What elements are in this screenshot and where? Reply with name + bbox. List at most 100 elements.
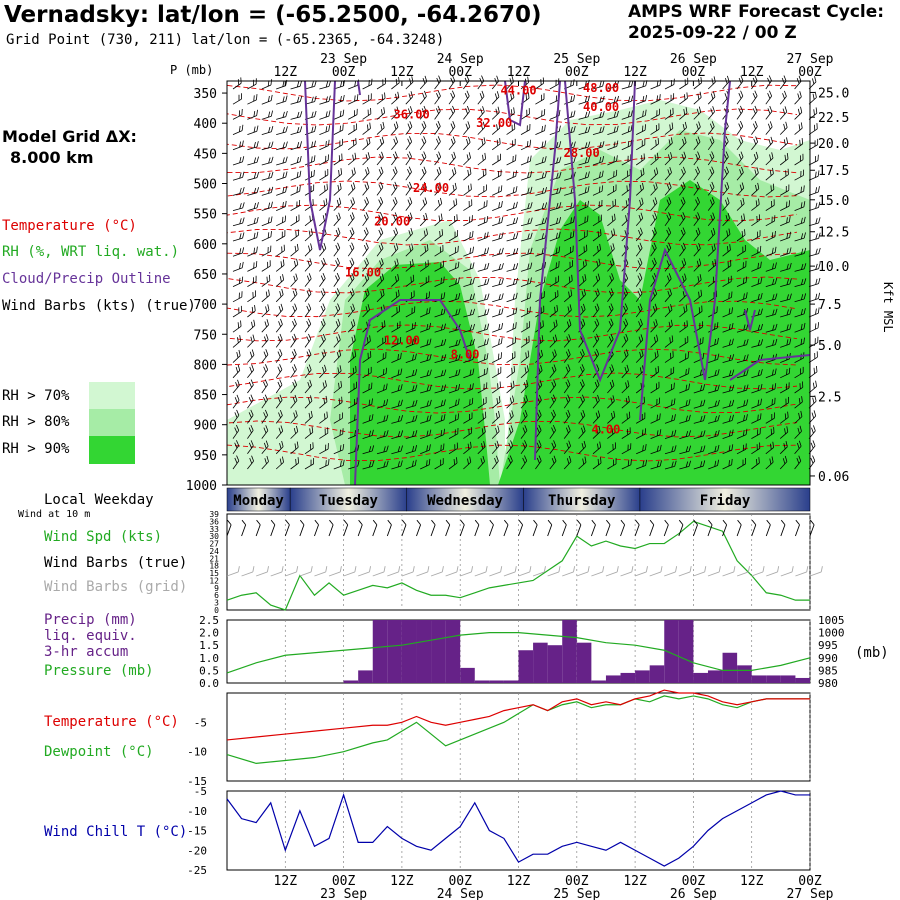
wind-barb-flag [265,291,268,298]
wind-barb-shaft [247,83,257,90]
wind-barb-flag [349,290,353,297]
wind-barb-shaft [448,126,456,135]
wind-barb-flag [277,397,281,403]
wind-barb-flag [398,76,400,83]
wind-barb [549,231,561,242]
wind-barb-grid [314,566,328,577]
wind-barb-shaft [247,130,257,135]
wind-barb-shaft [333,308,341,318]
temperature-contour [226,108,798,126]
forecast-cycle: AMPS WRF Forecast Cycle: 2025-09-22 / 00… [628,2,884,44]
wind-barb-shaft [491,96,500,105]
wind-barb-shaft [333,247,341,257]
wind-barb [261,304,270,318]
wind-barb-flag [486,353,489,359]
wind-barb-flag [482,170,484,177]
wind-barb-flag [328,139,330,146]
wind-barb-shaft [333,293,340,303]
wind-barb [319,458,330,470]
wind-barb-flag [659,94,661,101]
wind-barb [247,290,257,303]
wind-barb-grid [620,566,634,577]
wind-barb-shaft [420,343,430,348]
wind-barb-shaft [477,373,488,379]
wind-barb-flag [280,425,284,432]
barb-shaft [241,571,254,577]
wind-barb-flag [515,232,519,239]
wind-barb [261,409,269,424]
wind-barb-shaft [535,82,544,90]
wind-barb-grid [387,566,401,577]
wind-barb-shaft [391,232,398,242]
wind-barb [319,349,327,363]
wind-barb [391,337,402,348]
wind-barb-flag [515,322,517,329]
wind-barb [463,183,472,196]
barb-shaft [678,571,691,577]
wind-barb-flag [339,182,342,189]
wind-barb-flag [368,430,371,437]
wind-barb-flag [408,166,412,173]
wind-barb-flag [307,318,312,325]
wind-barb-flag [342,124,344,131]
wind-barb [492,216,504,227]
wind-barb-flag [484,339,487,346]
kft-tick-label: 0.06 [818,470,849,485]
wind-barb-flag [250,409,254,416]
wind-barb-shaft [477,358,488,363]
wind-barb-shaft [506,253,517,257]
wind-barb-shaft [434,434,444,439]
wind-barb-shaft [765,126,773,135]
wind-barb-shaft [232,445,240,455]
wind-barb-flag [527,156,529,163]
wind-barb [362,398,373,409]
wind-barb [304,258,312,272]
wind-barb [348,397,358,409]
wind-barb-flag [248,427,252,434]
wind-barb-shaft [391,326,401,333]
wind-barb-shaft [261,115,272,120]
wind-barb [376,107,386,120]
wind-barb-shaft [261,430,269,439]
wind-barb-shaft [232,311,242,318]
wind-barb-shaft [448,298,459,303]
barb-flag [649,519,655,526]
wind-barb-flag [366,273,370,279]
wind-barb-flag [379,138,383,145]
barb-flag [722,519,728,526]
wind-barb [506,425,514,439]
wind-barb-shaft [304,369,312,379]
kft-tick-label: 17.5 [818,164,849,179]
wind-barb-flag [350,184,354,191]
wind-barb-grid [474,566,488,577]
wind-barb-shaft [319,354,327,363]
wind-barb-flag [327,169,329,175]
wind-barb [520,155,532,166]
wind-barb-flag [414,322,416,328]
wind-barb-flag [313,458,315,464]
wind-barb-flag [299,170,302,177]
wind-barb-flag [526,109,528,116]
wind-barb [463,397,474,409]
wind-barb [391,227,398,242]
wind-barb [736,120,744,135]
wind-barb-flag [310,243,313,250]
wind-barb-flag [256,94,258,100]
wind-barb-flag [487,293,490,300]
wind-barb-flag [527,293,529,300]
wind-barb-flag [495,412,498,419]
wind-barb-flag [285,200,287,207]
wind-barb-flag [354,95,356,102]
wind-barb-shaft [477,446,486,455]
wind-barb-flag [499,137,501,144]
wind-barb-flag [251,455,254,462]
precip-bar [591,680,606,683]
wind-barb [247,440,254,455]
wind-barb-shaft [333,355,342,363]
wind-barb-shaft [275,250,285,257]
wind-barb-shaft [261,461,269,470]
wind-barb-shaft [362,172,370,181]
wind-barb-shaft [405,156,412,166]
wind-barb-flag [816,365,818,372]
wind-barb [261,171,274,181]
